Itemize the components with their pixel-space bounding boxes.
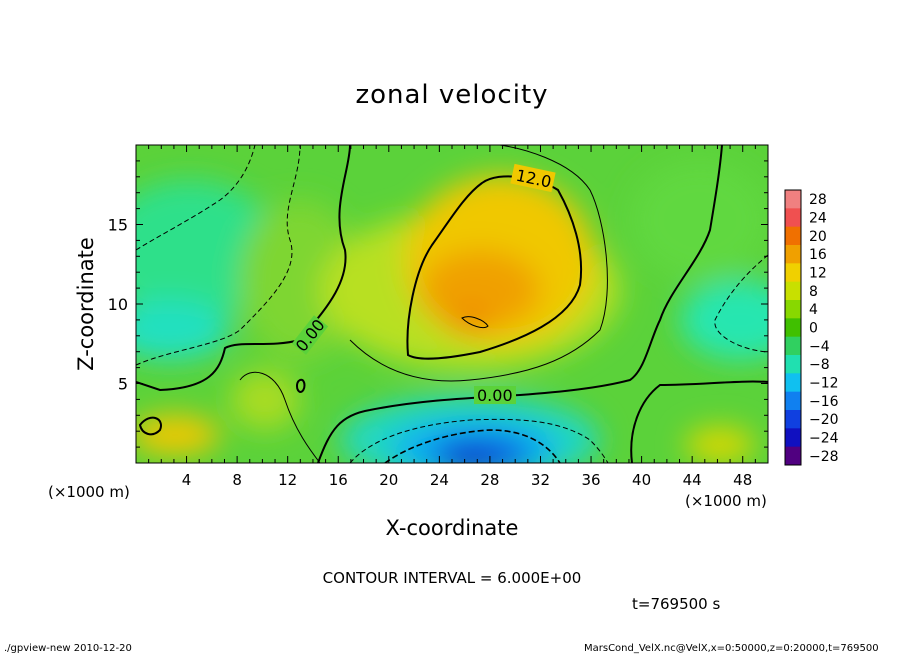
colorbar-swatch [785, 226, 801, 246]
colorbar-swatch [785, 373, 801, 393]
x-axis: 4 8 12 16 20 24 28 32 36 40 44 48 [148, 145, 756, 489]
x-tick-label: 40 [632, 471, 651, 489]
colorbar-swatch [785, 446, 801, 466]
colorbar-label: 20 [809, 229, 827, 245]
x-unit-label-left: (×1000 m) [48, 483, 130, 501]
contour-18-line [461, 316, 489, 329]
x-axis-title: X-coordinate [386, 516, 519, 540]
contour-neg12-line [384, 429, 561, 463]
colorbar-label: −8 [809, 357, 830, 373]
x-tick-label: 8 [232, 471, 242, 489]
time-label: t=769500 s [632, 595, 720, 613]
colorbar-swatch [785, 245, 801, 264]
colorbar-swatch [785, 410, 801, 429]
footer-left: ./gpview-new 2010-12-20 [4, 643, 132, 654]
colorbar-swatch [785, 190, 801, 209]
contour-label-zero-lower: 0.00 [477, 386, 513, 405]
x-tick-label: 20 [379, 471, 398, 489]
footer-right: MarsCond_VelX.nc@VelX,x=0:50000,z=0:2000… [584, 643, 879, 654]
x-unit-label-right: (×1000 m) [685, 492, 767, 510]
x-tick-label: 16 [329, 471, 348, 489]
colorbar-swatch [785, 281, 801, 301]
x-tick-label: 36 [581, 471, 600, 489]
colorbar-label: 28 [809, 192, 827, 208]
y-tick-label: 5 [118, 375, 128, 394]
contour-zero-loop-2 [296, 378, 306, 394]
plot-area: 12.0 0.00 0.00 [136, 145, 768, 463]
colorbar-swatch [785, 263, 801, 283]
colorbar-label: 24 [809, 211, 827, 227]
x-tick-label: 4 [182, 471, 192, 489]
x-tick-label: 44 [683, 471, 702, 489]
contour-6-line [349, 145, 608, 382]
colorbar-label: 16 [809, 247, 827, 263]
contour-labels: 12.0 0.00 0.00 [292, 163, 556, 405]
x-tick-label: 28 [480, 471, 499, 489]
y-axis: 5 10 15 [108, 160, 768, 448]
colorbar-swatch [785, 208, 801, 228]
colorbar-label: 12 [809, 266, 827, 282]
colorbar-label: −16 [809, 394, 839, 410]
colorbar-swatch [785, 355, 801, 374]
x-tick-label: 48 [733, 471, 752, 489]
contour-neg6-left [136, 145, 301, 366]
colorbar: 28 24 20 16 12 8 4 0 −4 −8 −12 −16 −20 −24 −28 [784, 189, 839, 466]
contour-6-line-left [239, 371, 321, 463]
colorbar-label: −24 [809, 431, 839, 447]
x-tick-label: 24 [430, 471, 449, 489]
contour-12-line [406, 175, 583, 360]
colorbar-swatch [785, 300, 801, 319]
colorbar-frame [784, 189, 802, 466]
colorbar-label: 8 [809, 284, 818, 300]
contour-neg6-line [349, 418, 609, 463]
x-tick-label: 32 [531, 471, 550, 489]
x-tick-label: 12 [278, 471, 297, 489]
colorbar-swatch [785, 336, 801, 356]
colorbar-swatch [785, 318, 801, 338]
colorbar-label: 4 [809, 302, 818, 318]
colorbar-label: −20 [809, 412, 839, 428]
contour-zero-small-loop [138, 416, 162, 436]
colorbar-label: −12 [809, 376, 839, 392]
colorbar-swatch [785, 428, 801, 448]
contour-neg6-left-2 [136, 145, 256, 251]
colorbar-label: −28 [809, 449, 839, 465]
y-tick-label: 15 [108, 216, 128, 235]
colorbar-swatch [785, 391, 801, 411]
contour-zero-line-right [630, 380, 768, 463]
chart-title: zonal velocity [355, 80, 548, 110]
y-axis-title: Z-coordinate [74, 237, 98, 371]
contour-interval-label: CONTOUR INTERVAL = 6.000E+00 [323, 569, 582, 587]
contour-zero-line-lower [317, 145, 723, 463]
y-tick-label: 10 [108, 295, 128, 314]
colorbar-label: −4 [809, 339, 830, 355]
colorbar-label: 0 [809, 321, 818, 337]
contour-neg6-right [714, 254, 768, 353]
